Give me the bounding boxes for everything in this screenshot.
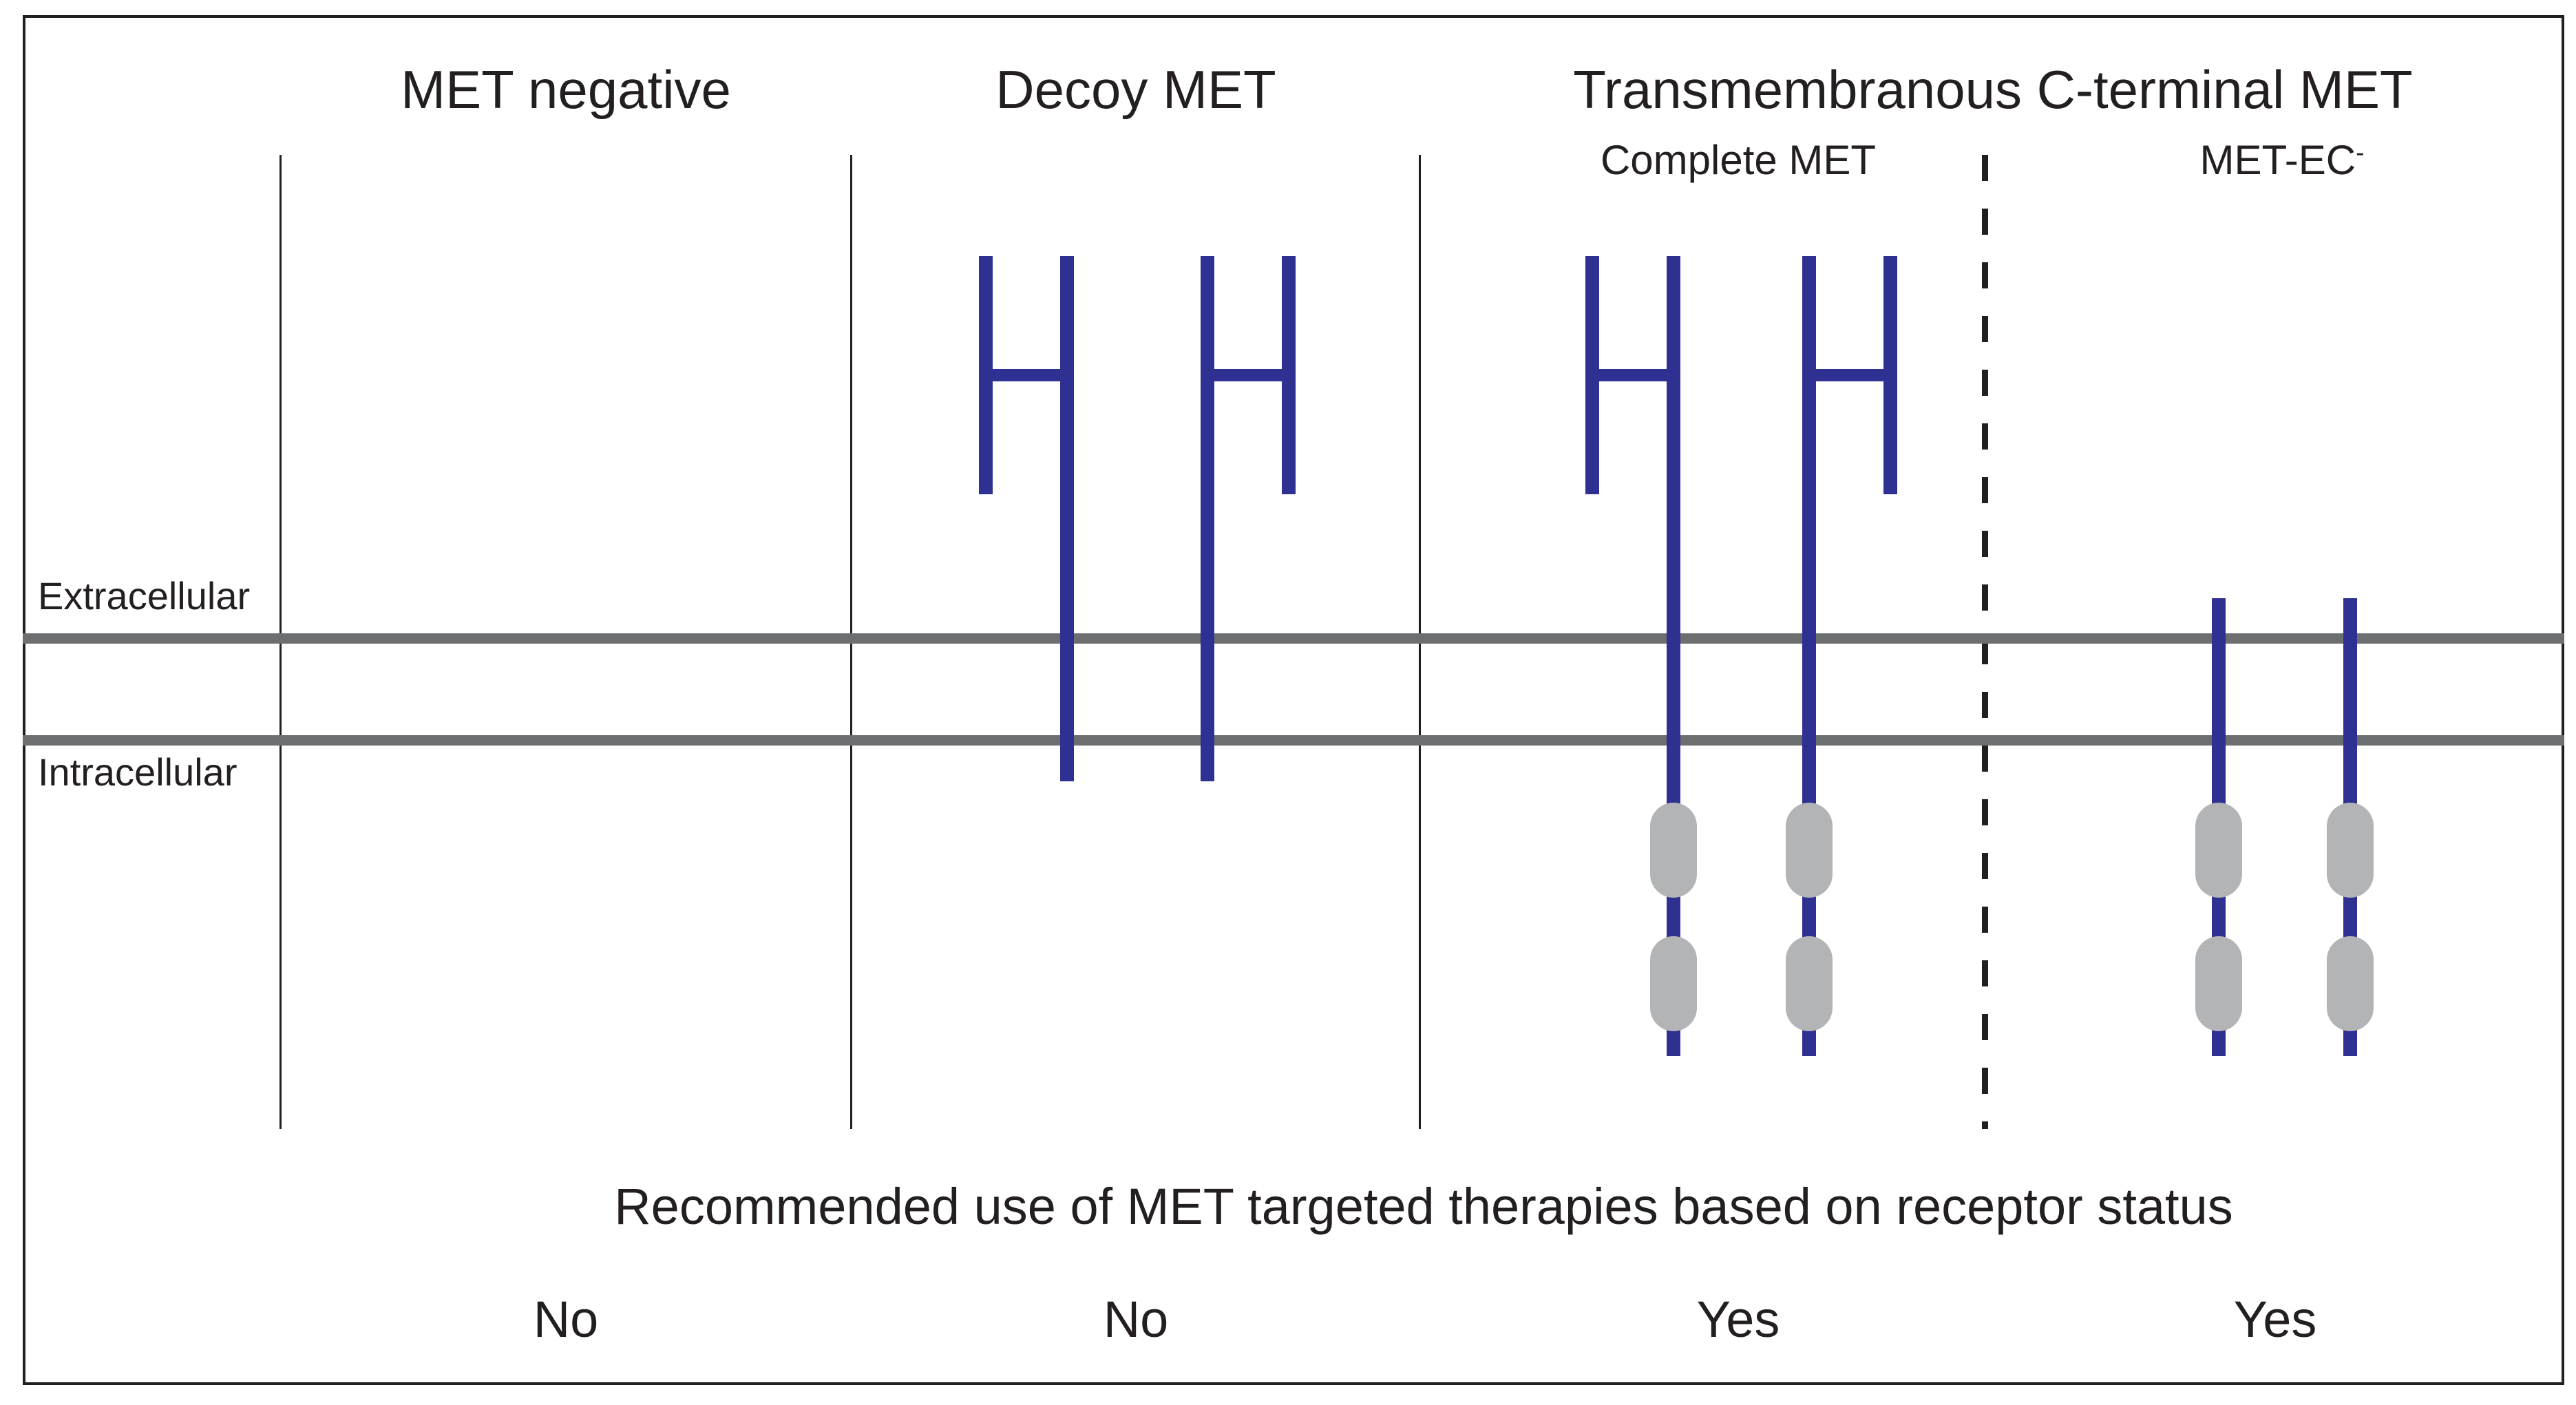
sublabel-met-ec-superscript-minus: -: [2356, 138, 2365, 167]
recommendation-complete-met: Yes: [1696, 1291, 1780, 1348]
complete-met-receptor-2-kinase-domain-2: [1786, 936, 1833, 1031]
column-header-met-negative: MET negative: [401, 59, 731, 120]
complete-met-receptor-1-kinase-domain-2: [1650, 936, 1697, 1031]
column-header-transmembranous: Transmembranous C-terminal MET: [1573, 59, 2413, 120]
met-ec-receptor-2-kinase-domain-1: [2327, 803, 2374, 898]
met-ec-receptor-2-kinase-domain-2: [2327, 936, 2374, 1031]
intracellular-label: Intracellular: [38, 750, 237, 794]
decoy-met-receptor-1-stalk: [1060, 256, 1074, 781]
sublabel-complete-met: Complete MET: [1600, 137, 1877, 183]
complete-met-receptor-1-kinase-domain-1: [1650, 803, 1697, 898]
decoy-met-receptor-2-stalk: [1201, 256, 1214, 781]
column-header-decoy-met: Decoy MET: [995, 59, 1276, 120]
membrane-inner-line: [23, 735, 2564, 746]
decoy-met-receptor-1-crossbar: [979, 369, 1074, 381]
decoy-met-receptor-2-crossbar: [1201, 369, 1296, 381]
met-ec-receptor-1-kinase-domain-1: [2195, 803, 2242, 898]
sublabel-met-ec: MET-EC-: [2199, 140, 2364, 181]
complete-met-receptor-1-crossbar: [1585, 369, 1680, 381]
recommendation-met-negative: No: [533, 1291, 599, 1348]
recommendation-met-ec: Yes: [2233, 1291, 2317, 1348]
sublabel-met-ec-text: MET-EC: [2199, 137, 2356, 183]
extracellular-label: Extracellular: [38, 574, 251, 617]
complete-met-receptor-2-crossbar: [1802, 369, 1897, 381]
recommendation-statement: Recommended use of MET targeted therapie…: [614, 1178, 2233, 1235]
membrane-outer-line: [23, 633, 2564, 644]
recommendation-decoy-met: No: [1103, 1291, 1169, 1348]
met-ec-receptor-1-kinase-domain-2: [2195, 936, 2242, 1031]
figure-border: [23, 15, 2564, 1385]
complete-met-receptor-2-kinase-domain-1: [1786, 803, 1833, 898]
